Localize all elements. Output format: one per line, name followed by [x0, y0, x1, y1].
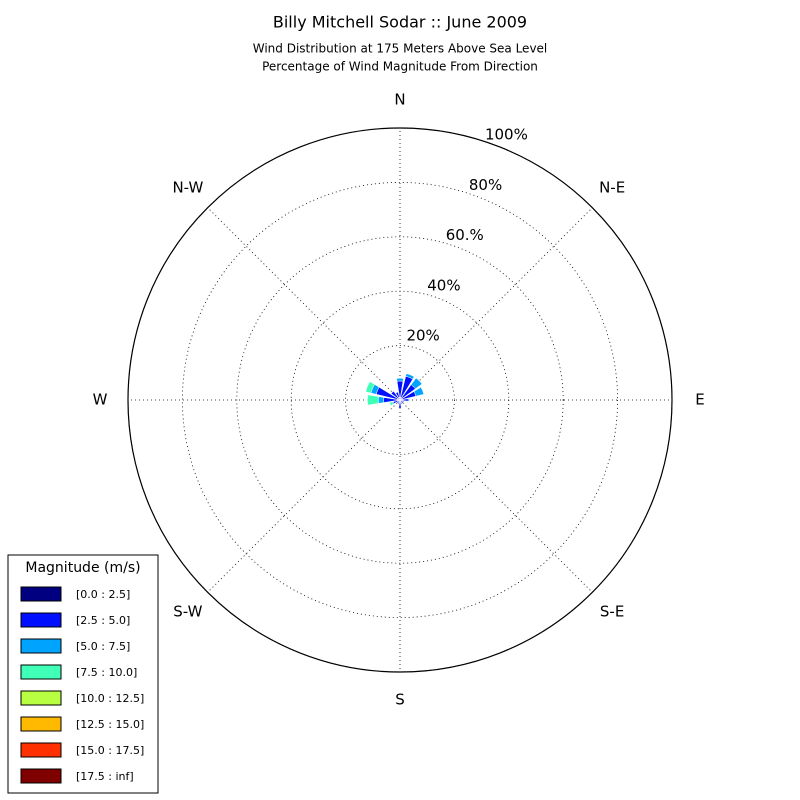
wind-segment: [390, 390, 399, 399]
polar-frame: [127, 127, 673, 673]
legend-swatch: [20, 638, 62, 654]
grid-spoke: [207, 399, 401, 593]
legend-title: Magnitude (m/s): [25, 560, 140, 576]
chart-title: Billy Mitchell Sodar :: June 2009: [273, 13, 527, 32]
r-tick-label: 20%: [406, 327, 439, 345]
legend: [0.0 : 2.5] [2.5 : 5.0] [5.0 : 7.5] [7.5 : …: [20, 586, 144, 784]
grid-spoke: [399, 399, 593, 593]
wind-segment: [407, 398, 410, 402]
r-tick-label: 40%: [427, 276, 460, 294]
legend-swatch: [20, 612, 62, 628]
wind-segment: [367, 394, 379, 406]
r-tick-label: 100%: [485, 126, 528, 144]
legend-label: [0.0 : 2.5]: [76, 588, 130, 601]
grid-spoke: [207, 207, 401, 401]
direction-label: E: [695, 391, 704, 409]
direction-label: S-W: [173, 603, 202, 621]
grid-ring: [236, 236, 564, 564]
r-tick-label: 60.%: [446, 226, 484, 244]
legend-label: [10.0 : 12.5]: [76, 692, 144, 705]
legend-swatch: [20, 586, 62, 602]
legend-swatch: [20, 716, 62, 732]
legend-swatch: [20, 690, 62, 706]
wind-segment: [396, 377, 404, 382]
legend-label: [2.5 : 5.0]: [76, 614, 130, 627]
chart-subtitle: Wind Distribution at 175 Meters Above Se…: [253, 42, 548, 56]
legend-label: [15.0 : 17.5]: [76, 744, 144, 757]
direction-label: N: [394, 91, 405, 109]
plot-area: 20% 40% 60.% 80% 100% N N-E E S-E S S-W W N-W: [93, 91, 705, 709]
legend-label: [17.5 : inf]: [76, 770, 134, 783]
r-tick-label: 80%: [469, 176, 502, 194]
direction-label: N-E: [599, 178, 625, 196]
wind-segment: [400, 400, 405, 403]
grid-spoke: [399, 207, 593, 401]
wind-segment: [400, 400, 404, 404]
chart-subtitle: Percentage of Wind Magnitude From Direct…: [262, 60, 538, 74]
wind-segment: [389, 401, 394, 407]
direction-label: S-E: [600, 603, 624, 621]
wind-segment: [395, 391, 400, 399]
wind-segment: [377, 396, 385, 404]
wind-segment: [396, 400, 400, 404]
wind-segment: [398, 402, 402, 409]
wind-segment: [397, 400, 400, 405]
legend-label: [5.0 : 7.5]: [76, 640, 130, 653]
legend-swatch: [20, 768, 62, 784]
wind-segment: [365, 381, 375, 394]
wind-segment: [410, 377, 423, 390]
wind-segment: [413, 386, 425, 397]
wind-segment: [400, 400, 403, 405]
legend-swatch: [20, 664, 62, 680]
direction-label: N-W: [172, 178, 203, 196]
direction-label: W: [93, 391, 108, 409]
legend-swatch: [20, 742, 62, 758]
direction-label: S: [395, 691, 405, 709]
legend-label: [7.5 : 10.0]: [76, 666, 137, 679]
wind-segment: [405, 373, 415, 380]
grid-ring: [345, 345, 455, 455]
grid-ring: [181, 181, 619, 619]
legend-label: [12.5 : 15.0]: [76, 718, 144, 731]
